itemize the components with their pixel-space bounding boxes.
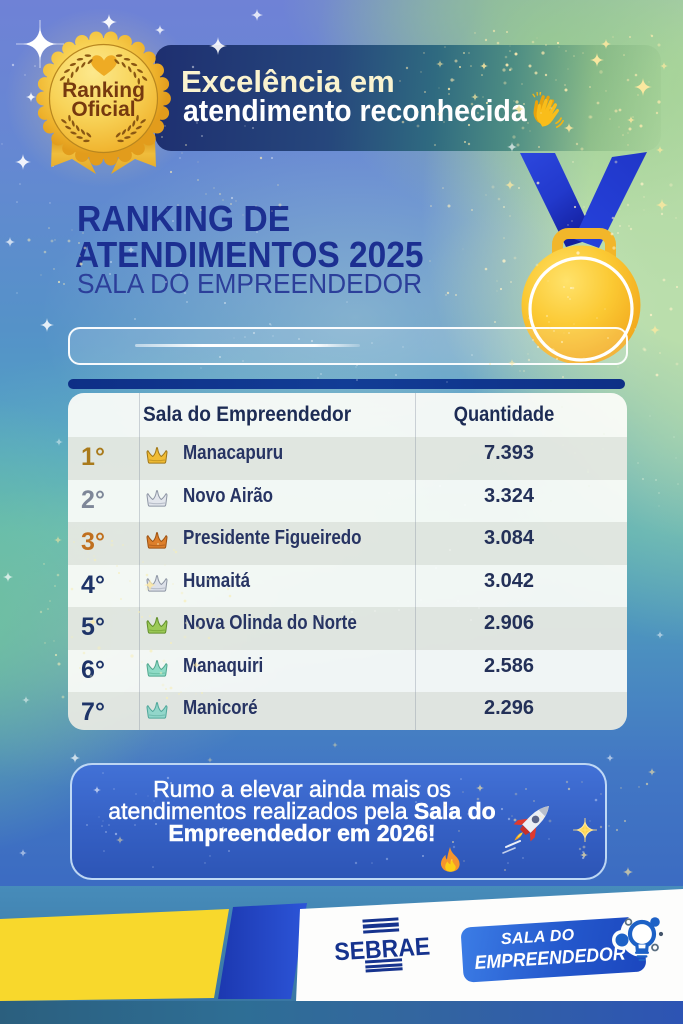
svg-text:Oficial: Oficial (71, 98, 135, 121)
svg-text:Ranking: Ranking (62, 79, 145, 102)
